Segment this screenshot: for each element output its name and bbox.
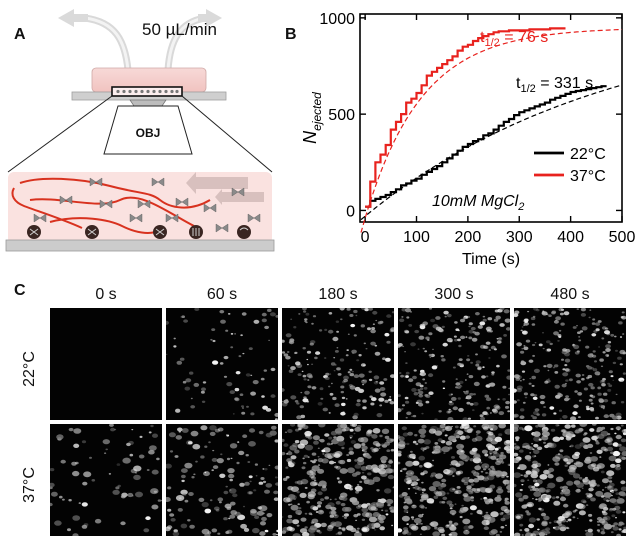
micrograph-1-1 <box>166 424 278 536</box>
legend-label-0: 22°C <box>570 146 606 163</box>
time-label-4: 480 s <box>514 286 626 304</box>
micrograph-0-3 <box>398 308 510 420</box>
objective-label: OBJ <box>128 126 168 140</box>
time-label-3: 300 s <box>398 286 510 304</box>
micrograph-1-4 <box>514 424 626 536</box>
y-tick-label-1: 500 <box>328 107 355 124</box>
x-tick-label-0: 0 <box>361 229 370 246</box>
panel-c-grid: 0 s 60 s 180 s 300 s 480 s 22°C 37°C <box>0 278 644 532</box>
y-axis-label-subscript: ejected <box>310 92 324 131</box>
x-axis-label: Time (s) <box>462 251 520 268</box>
outflow-arrow <box>58 9 88 27</box>
y-axis-label: Nejected <box>300 92 324 144</box>
x-tick-label-1: 100 <box>403 229 430 246</box>
time-labels: 0 s 60 s 180 s 300 s 480 s <box>50 286 644 308</box>
micrograph-0-0 <box>50 308 162 420</box>
half-life-annotation-0: t1/2 = 76 s <box>480 29 548 49</box>
x-tick-label-5: 500 <box>609 229 636 246</box>
y-tick-label-2: 1000 <box>319 11 355 28</box>
time-label-0: 0 s <box>50 286 162 304</box>
panel-a-schematic: 50 µL/min OBJ <box>0 0 280 270</box>
flow-rate-label: 50 µL/min <box>142 20 217 40</box>
y-tick-label-0: 0 <box>346 203 355 220</box>
x-tick-label-4: 400 <box>557 229 584 246</box>
micrograph-0-4 <box>514 308 626 420</box>
panel-b-chart: 0 100 200 300 400 500 0 500 1000 Time (s) Nejected… <box>290 8 644 276</box>
row-label-22c: 22°C <box>21 339 39 399</box>
legend-label-1: 37°C <box>570 168 606 185</box>
micrograph-0-1 <box>166 308 278 420</box>
micrograph-1-3 <box>398 424 510 536</box>
condition-label: 10mM MgCl2 <box>432 193 524 213</box>
row-label-37c: 37°C <box>21 455 39 515</box>
x-tick-label-2: 200 <box>455 229 482 246</box>
micrograph-1-2 <box>282 424 394 536</box>
time-label-1: 60 s <box>166 286 278 304</box>
x-tick-label-3: 300 <box>506 229 533 246</box>
objective-tip <box>130 100 166 106</box>
ejection-chart: 0 100 200 300 400 500 0 500 1000 Time (s) Nejected… <box>290 8 644 276</box>
time-label-2: 180 s <box>282 286 394 304</box>
micrograph-1-0 <box>50 424 162 536</box>
micrograph-0-2 <box>282 308 394 420</box>
series-line-1 <box>365 28 565 206</box>
